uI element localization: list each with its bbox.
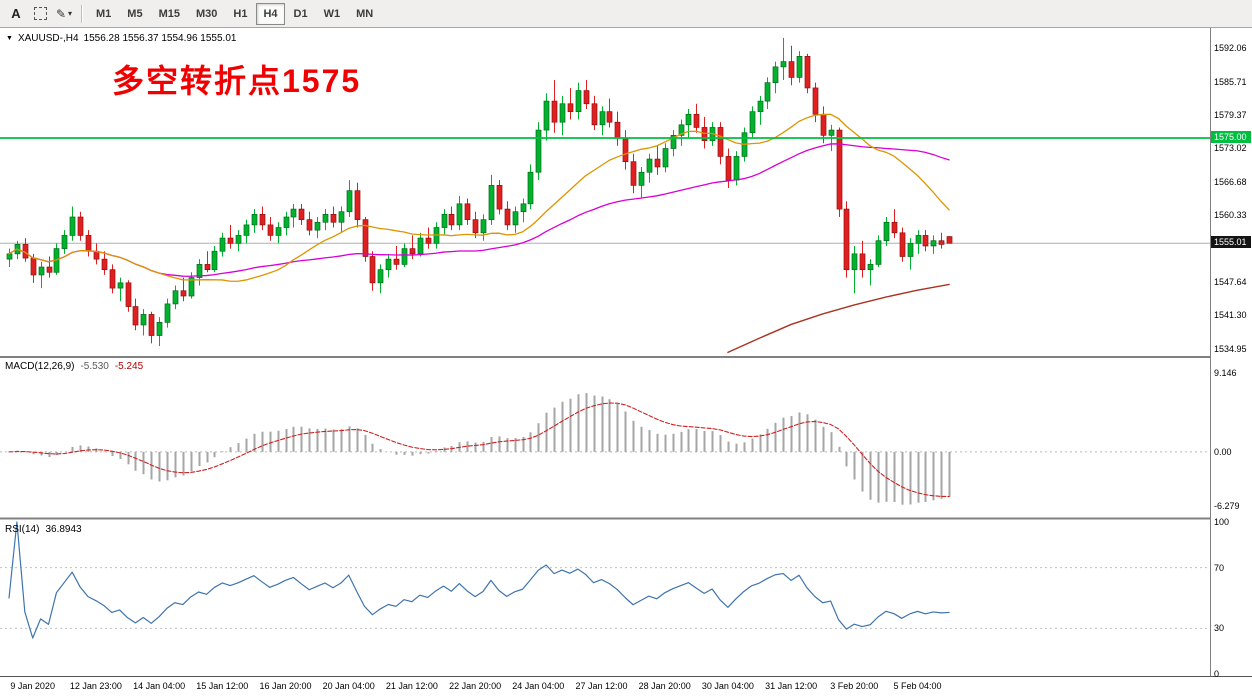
annotation-text[interactable]: 多空转折点1575	[112, 63, 362, 99]
pencil-icon: ✎	[55, 6, 67, 21]
symbol-timeframe-label: XAUUSD-,H4	[17, 33, 79, 44]
time-label: 5 Feb 04:00	[893, 681, 942, 691]
rsi-header: RSI(14) 36.8943	[5, 524, 82, 535]
time-label: 20 Jan 04:00	[322, 681, 375, 691]
macd-main-value: -5.530	[80, 361, 109, 372]
time-label: 9 Jan 2020	[10, 681, 55, 691]
axis-label: 70	[1214, 562, 1225, 573]
time-label: 15 Jan 12:00	[196, 681, 249, 691]
axis-label: 1566.68	[1214, 176, 1247, 187]
timeframe-button-w1[interactable]: W1	[323, 7, 341, 20]
time-label: 12 Jan 23:00	[69, 681, 122, 691]
current-price-tag: 1555.01	[1211, 236, 1251, 249]
time-label: 27 Jan 12:00	[575, 681, 628, 691]
axis-label: -6.279	[1214, 501, 1240, 512]
price-axis[interactable]: 1592.06 1585.71 1579.37 1573.02 1566.68 1560.…	[1211, 28, 1252, 679]
axis-label: 1547.64	[1214, 277, 1247, 288]
axis-label: 9.146	[1214, 367, 1237, 378]
axis-label: 1585.71	[1214, 76, 1247, 87]
axis-label: 1573.02	[1214, 143, 1247, 154]
time-label: 14 Jan 04:00	[133, 681, 186, 691]
dashed-square-icon	[33, 7, 47, 20]
timeframe-button-h1[interactable]: H1	[233, 7, 248, 20]
triangle-icon: ▼	[6, 35, 13, 42]
axis-label: 1592.06	[1214, 43, 1247, 54]
axis-label: 1534.95	[1214, 343, 1247, 354]
time-label: 24 Jan 04:00	[512, 681, 565, 691]
timeframe-button-m1[interactable]: M1	[96, 7, 112, 20]
axis-label: 1579.37	[1214, 109, 1247, 120]
macd-header: MACD(12,26,9) -5.530 -5.245	[5, 361, 143, 372]
time-label: 28 Jan 20:00	[638, 681, 691, 691]
timeframe-button-m30[interactable]: M30	[195, 7, 218, 20]
time-axis[interactable]: 9 Jan 2020 12 Jan 23:00 14 Jan 04:00 15 Jan…	[0, 677, 1210, 698]
time-label: 21 Jan 12:00	[385, 681, 438, 691]
time-label: 16 Jan 20:00	[259, 681, 312, 691]
axis-label: 100	[1214, 517, 1230, 527]
macd-title: MACD(12,26,9)	[5, 361, 75, 372]
draw-tool-button[interactable]: ✎ ▾	[53, 3, 75, 25]
time-label: 30 Jan 04:00	[701, 681, 754, 691]
time-label: 31 Jan 12:00	[765, 681, 818, 691]
chevron-down-icon: ▾	[68, 9, 73, 18]
rsi-title: RSI(14)	[5, 524, 40, 535]
toolbar: A ✎ ▾ M1 M5 M15 M30 H1 H4 D1 W1 MN	[0, 0, 1252, 28]
axis-label: 0.00	[1214, 446, 1232, 457]
hline-price-tag: 1575.00	[1211, 130, 1251, 143]
crosshair-tool-button[interactable]	[29, 3, 51, 25]
chart-title: ▼ XAUUSD-,H4 1556.28 1556.37 1554.96 155…	[6, 33, 236, 44]
timeframe-button-mn[interactable]: MN	[356, 7, 374, 20]
axis-label: 1541.30	[1214, 310, 1247, 321]
timeframe-button-m5[interactable]: M5	[127, 7, 143, 20]
axis-label: 30	[1214, 623, 1225, 634]
axis-label: 0	[1214, 669, 1220, 679]
timeframe-group: M1 M5 M15 M30 H1 H4 D1 W1 MN	[88, 2, 381, 25]
timeframe-button-d1[interactable]: D1	[293, 7, 308, 20]
rsi-value: 36.8943	[45, 524, 82, 535]
time-label: 22 Jan 20:00	[449, 681, 502, 691]
timeframe-button-h4[interactable]: H4	[256, 2, 285, 25]
axis-label: 1560.33	[1214, 210, 1247, 221]
pointer-tool-button[interactable]: A	[11, 6, 21, 21]
timeframe-button-m15[interactable]: M15	[158, 7, 180, 20]
macd-signal-value: -5.245	[114, 361, 144, 372]
toolbar-separator	[81, 4, 83, 23]
ohlc-values: 1556.28 1556.37 1554.96 1555.01	[83, 33, 237, 44]
time-label: 3 Feb 20:00	[830, 681, 879, 691]
